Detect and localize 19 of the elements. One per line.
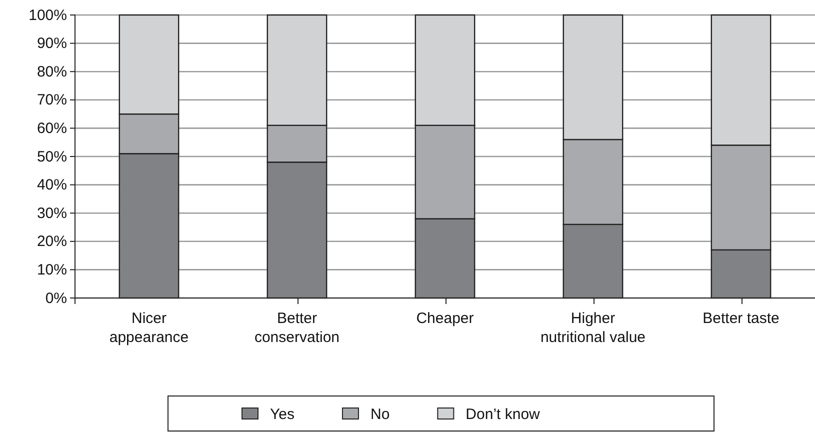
legend-label: Yes <box>270 406 294 423</box>
y-tick-label: 30% <box>36 204 67 222</box>
y-tick-label: 50% <box>36 148 67 166</box>
y-tick-label: 100% <box>28 6 67 24</box>
y-tick-label: 40% <box>36 176 67 194</box>
y-tick-label: 0% <box>45 290 67 307</box>
legend-label: No <box>370 406 390 423</box>
y-tick-label: 20% <box>36 233 67 250</box>
y-tick-label: 60% <box>36 120 67 137</box>
y-tick-label: 70% <box>36 92 67 109</box>
x-tick-label: Cheaper <box>416 310 474 327</box>
x-tick-label: Better taste <box>702 310 780 327</box>
x-tick-label: Better conservation <box>254 310 340 346</box>
y-tick-label: 80% <box>36 63 67 80</box>
legend-label: Don’t know <box>466 406 540 423</box>
x-tick-label: Higher nutritional value <box>540 310 646 346</box>
x-tick-label: Nicer appearance <box>109 310 189 346</box>
y-tick-label: 90% <box>36 35 67 52</box>
y-tick-label: 10% <box>36 262 67 278</box>
